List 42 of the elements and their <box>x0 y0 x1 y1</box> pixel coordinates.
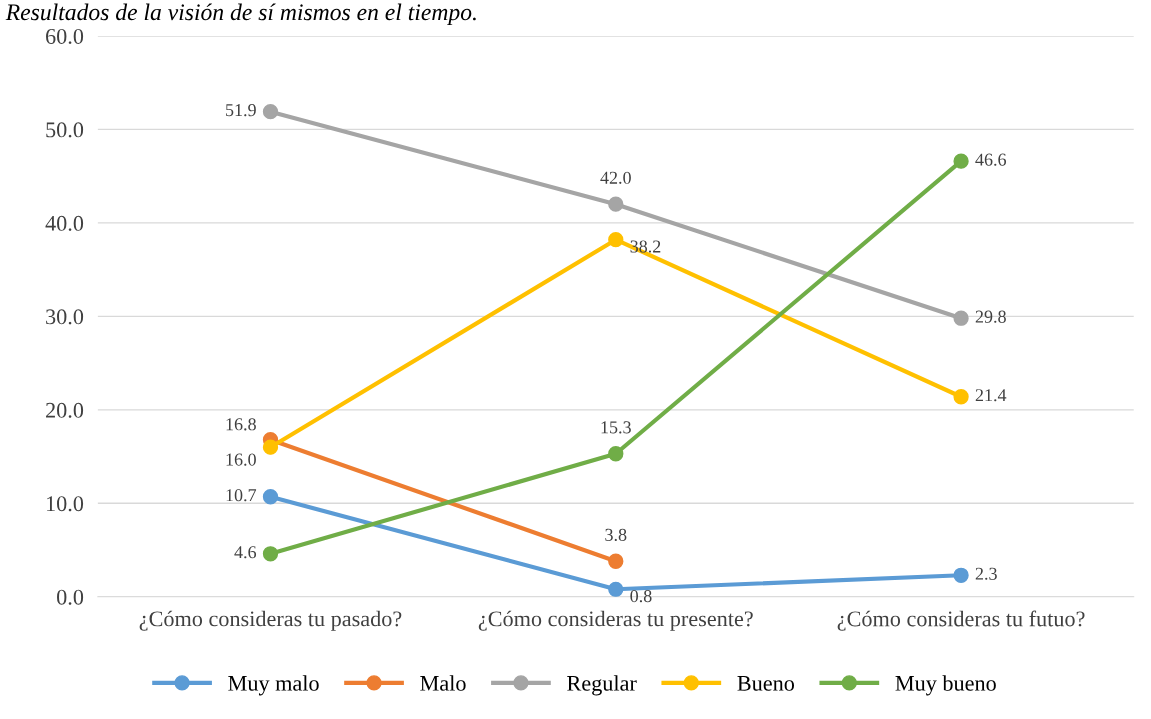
y-tick-label: 50.0 <box>46 122 84 138</box>
point <box>953 389 969 405</box>
legend-label: Muy bueno <box>895 675 996 696</box>
y-tick-label: 40.0 <box>45 215 84 231</box>
point <box>608 581 624 597</box>
point <box>608 446 624 462</box>
data-label: 3.8 <box>605 528 627 541</box>
point <box>953 567 969 583</box>
point <box>262 104 279 120</box>
chart-title: Resultados de la visión de sí mismos en el tiempo. <box>5 3 476 26</box>
point <box>262 439 279 455</box>
y-tick-label: 0.0 <box>57 589 84 605</box>
data-label: 21.4 <box>975 389 1007 402</box>
data-label: 29.8 <box>975 310 1006 323</box>
x-tick-label: ¿Cómo consideras tu presente? <box>478 610 753 631</box>
point <box>262 489 279 505</box>
point <box>608 553 624 569</box>
point <box>608 232 624 248</box>
y-tick-label: 30.0 <box>46 309 84 325</box>
data-label: 16.8 <box>226 418 256 431</box>
y-tick-label: 20.0 <box>46 402 84 418</box>
y-tick-label: 10.0 <box>47 496 84 512</box>
legend-label: Bueno <box>737 676 795 691</box>
data-label: 15.3 <box>601 421 631 434</box>
x-tick-label: ¿Cómo consideras tu pasado? <box>139 610 402 631</box>
point <box>953 310 969 326</box>
data-label: 51.9 <box>226 104 256 117</box>
point <box>608 196 624 212</box>
data-label: 10.7 <box>226 489 257 502</box>
data-label: 2.3 <box>975 567 997 580</box>
x-tick-label: ¿Cómo consideras tu futuo? <box>837 610 1085 631</box>
data-label: 4.6 <box>234 546 257 559</box>
legend-label: Malo <box>420 675 466 691</box>
legend-label: Regular <box>567 675 637 696</box>
data-label: 16.0 <box>226 453 256 466</box>
legend-label: Muy malo <box>228 675 319 696</box>
y-tick-label: 60.0 <box>46 28 84 44</box>
data-label: 46.6 <box>975 153 1007 166</box>
point <box>953 153 969 169</box>
data-label: 42.0 <box>600 171 631 184</box>
data-label: 0.8 <box>630 589 652 603</box>
point <box>262 546 279 562</box>
